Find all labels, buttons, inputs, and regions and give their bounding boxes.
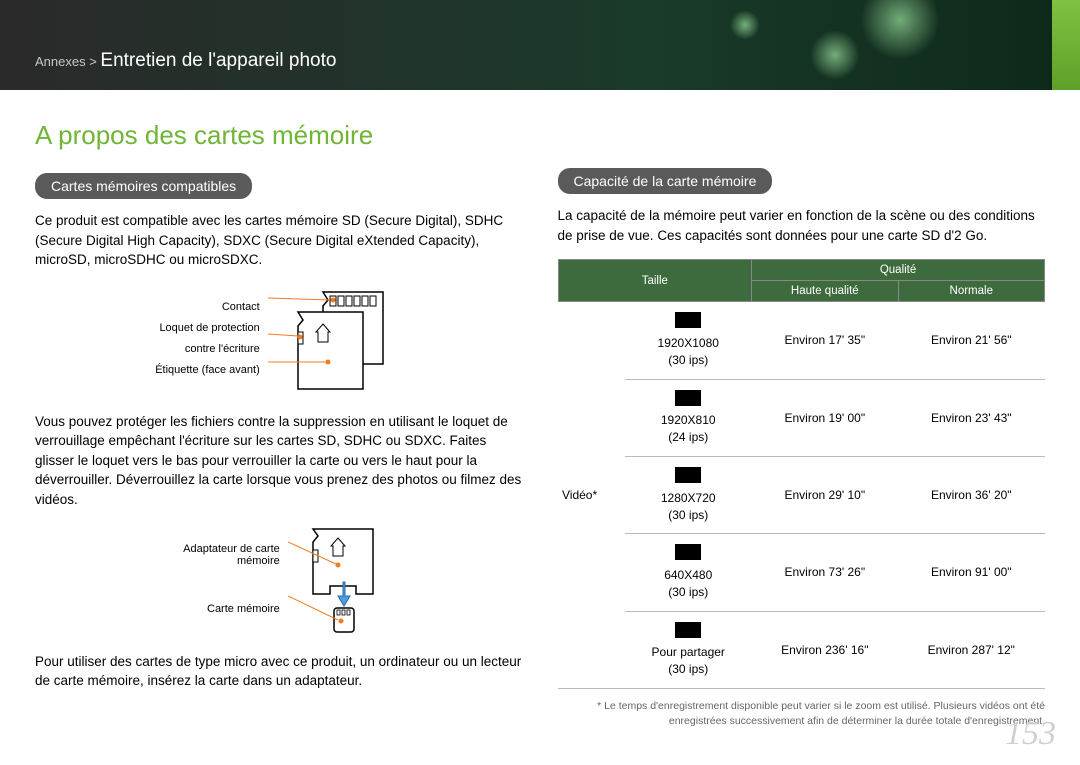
section-heading-compatible-cards: Cartes mémoires compatibles	[35, 173, 252, 199]
section-heading-capacity: Capacité de la carte mémoire	[558, 168, 773, 194]
label-front: Étiquette (face avant)	[150, 360, 260, 381]
label-lock: Loquet de protection contre l'écriture	[150, 318, 260, 360]
paragraph-lock: Vous pouvez protéger les fichiers contre…	[35, 412, 523, 510]
taille-cell: 1920X810(24 ips)	[625, 379, 752, 456]
table-row: 1920X810(24 ips)Environ 19' 00"Environ 2…	[558, 379, 1045, 456]
paragraph-capacity: La capacité de la mémoire peut varier en…	[558, 206, 1046, 245]
breadcrumb-prefix: Annexes >	[35, 54, 100, 69]
breadcrumb-main: Entretien de l'appareil photo	[100, 50, 336, 71]
table-row: Pour partager(30 ips)Environ 236' 16"Env…	[558, 611, 1045, 688]
page-edge-tab	[1052, 0, 1080, 90]
category-cell: Vidéo*	[558, 302, 625, 689]
sd-card-diagram: Contact Loquet de protection contre l'éc…	[35, 284, 523, 394]
norm-cell: Environ 287' 12"	[898, 611, 1044, 688]
hq-cell: Environ 17' 35"	[752, 302, 898, 379]
content-area: A propos des cartes mémoire Cartes mémoi…	[0, 90, 1080, 728]
paragraph-compatible: Ce produit est compatible avec les carte…	[35, 211, 523, 270]
norm-cell: Environ 36' 20"	[898, 456, 1044, 533]
hq-cell: Environ 29' 10"	[752, 456, 898, 533]
taille-cell: 1280X720(30 ips)	[625, 456, 752, 533]
capacity-table: Taille Qualité Haute qualité Normale Vid…	[558, 259, 1046, 689]
th-hq: Haute qualité	[752, 281, 898, 302]
th-qualite: Qualité	[752, 260, 1045, 281]
right-column: Capacité de la carte mémoire La capacité…	[558, 120, 1046, 728]
hq-cell: Environ 236' 16"	[752, 611, 898, 688]
left-column: A propos des cartes mémoire Cartes mémoi…	[35, 120, 523, 728]
label-card: Carte mémoire	[170, 603, 280, 615]
page-title: A propos des cartes mémoire	[35, 120, 523, 151]
th-taille: Taille	[558, 260, 752, 302]
taille-cell: Pour partager(30 ips)	[625, 611, 752, 688]
diagram-labels: Contact Loquet de protection contre l'éc…	[150, 297, 260, 381]
table-row: Vidéo*1920X1080(30 ips)Environ 17' 35"En…	[558, 302, 1045, 379]
taille-cell: 640X480(30 ips)	[625, 534, 752, 611]
breadcrumb: Annexes > Entretien de l'appareil photo	[35, 50, 1080, 72]
diagram-labels-2: Adaptateur de carte mémoire Carte mémoir…	[170, 543, 280, 615]
page-number: 153	[1005, 715, 1056, 753]
paragraph-adapter: Pour utiliser des cartes de type micro a…	[35, 652, 523, 691]
decorative-sparkle	[810, 30, 860, 80]
th-normale: Normale	[898, 281, 1044, 302]
footnote: * Le temps d'enregistrement disponible p…	[558, 699, 1046, 728]
table-row: 640X480(30 ips)Environ 73' 26"Environ 91…	[558, 534, 1045, 611]
sd-card-icon	[268, 284, 408, 394]
label-contact: Contact	[150, 297, 260, 318]
norm-cell: Environ 91' 00"	[898, 534, 1044, 611]
header-band: Annexes > Entretien de l'appareil photo	[0, 0, 1080, 90]
hq-cell: Environ 19' 00"	[752, 379, 898, 456]
adapter-icon	[288, 524, 388, 634]
adapter-diagram: Adaptateur de carte mémoire Carte mémoir…	[35, 524, 523, 634]
taille-cell: 1920X1080(30 ips)	[625, 302, 752, 379]
hq-cell: Environ 73' 26"	[752, 534, 898, 611]
norm-cell: Environ 23' 43"	[898, 379, 1044, 456]
decorative-sparkle	[730, 10, 760, 40]
norm-cell: Environ 21' 56"	[898, 302, 1044, 379]
table-row: 1280X720(30 ips)Environ 29' 10"Environ 3…	[558, 456, 1045, 533]
label-adapter: Adaptateur de carte mémoire	[170, 543, 280, 567]
